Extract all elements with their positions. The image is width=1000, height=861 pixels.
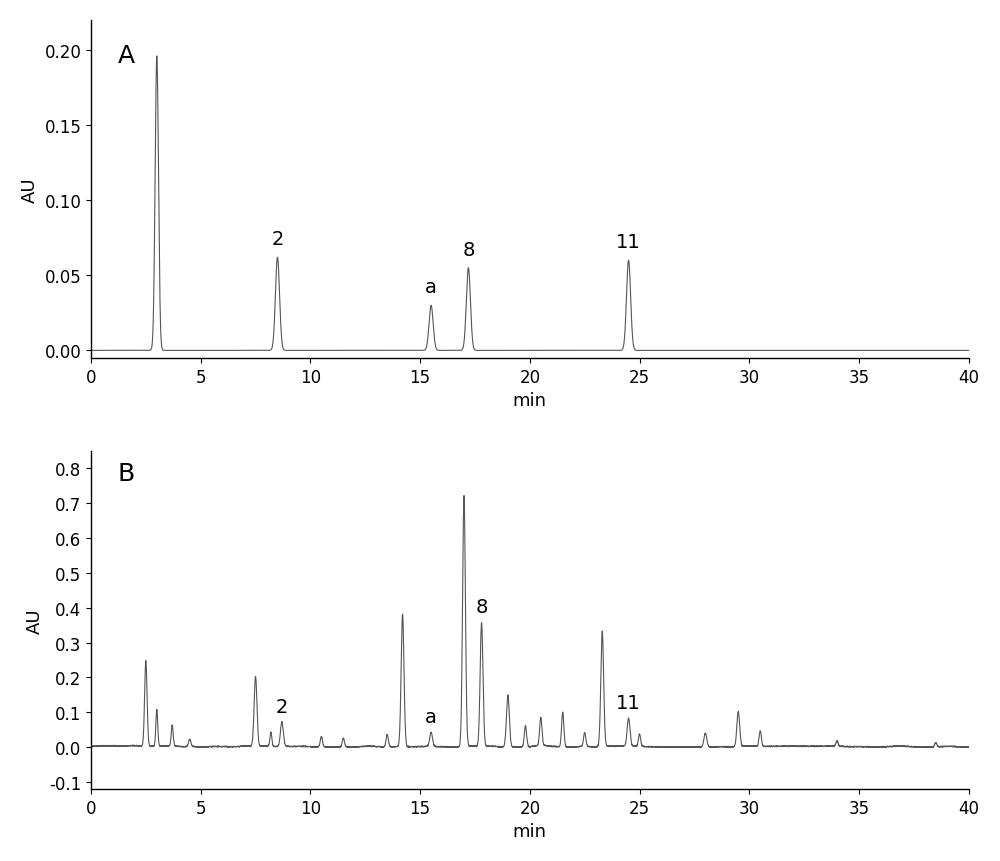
Text: a: a <box>425 708 437 727</box>
Text: 11: 11 <box>616 233 641 252</box>
Y-axis label: AU: AU <box>25 607 43 633</box>
X-axis label: min: min <box>513 392 547 410</box>
Text: 8: 8 <box>475 598 488 616</box>
Text: 2: 2 <box>276 697 288 715</box>
Text: 2: 2 <box>271 230 284 249</box>
Text: B: B <box>117 461 135 486</box>
X-axis label: min: min <box>513 822 547 840</box>
Text: 11: 11 <box>616 693 641 712</box>
Y-axis label: AU: AU <box>21 177 39 202</box>
Text: a: a <box>425 278 437 297</box>
Text: 8: 8 <box>462 240 475 259</box>
Text: A: A <box>117 45 134 68</box>
